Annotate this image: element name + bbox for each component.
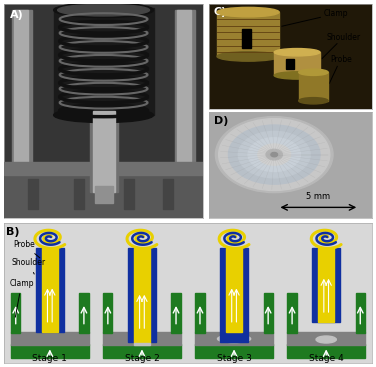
Bar	[226, 248, 242, 332]
Bar	[220, 248, 248, 342]
Bar	[28, 179, 38, 209]
Bar	[176, 10, 196, 171]
Ellipse shape	[217, 52, 279, 61]
Bar	[217, 12, 279, 57]
Ellipse shape	[54, 3, 153, 18]
Circle shape	[258, 144, 291, 165]
Circle shape	[219, 119, 330, 190]
Text: Probe: Probe	[329, 55, 352, 83]
Circle shape	[248, 138, 300, 171]
Text: Clamp: Clamp	[282, 9, 348, 26]
Bar	[4, 167, 203, 218]
Bar	[95, 186, 112, 203]
Bar	[54, 8, 153, 115]
Bar	[134, 248, 150, 343]
Bar	[241, 29, 251, 48]
Bar	[318, 248, 334, 322]
Text: C): C)	[214, 7, 227, 17]
Ellipse shape	[58, 4, 150, 16]
Bar	[89, 111, 118, 192]
Circle shape	[215, 117, 333, 193]
Bar	[274, 52, 320, 76]
Bar	[356, 293, 365, 333]
Text: Shoulder: Shoulder	[11, 258, 45, 274]
Text: Shoulder: Shoulder	[322, 33, 361, 59]
Bar	[288, 332, 365, 345]
Bar	[4, 162, 203, 175]
Bar	[92, 111, 115, 192]
Ellipse shape	[299, 69, 328, 76]
Bar	[134, 343, 150, 345]
Text: B): B)	[6, 227, 19, 237]
Bar	[312, 248, 340, 322]
Ellipse shape	[274, 48, 320, 56]
Ellipse shape	[54, 108, 153, 123]
Bar	[288, 293, 297, 333]
Bar	[103, 344, 180, 358]
Bar	[196, 344, 273, 358]
Bar	[288, 344, 365, 358]
Ellipse shape	[316, 336, 336, 343]
Bar	[164, 179, 173, 209]
Text: Clamp: Clamp	[9, 279, 34, 317]
Bar	[42, 248, 58, 332]
Bar	[264, 293, 273, 333]
Bar	[286, 59, 294, 69]
Bar	[12, 10, 32, 171]
Text: Stage 1: Stage 1	[32, 354, 67, 363]
Text: 5 mm: 5 mm	[306, 192, 331, 201]
Bar	[79, 293, 88, 333]
Ellipse shape	[217, 7, 279, 17]
Bar	[74, 179, 83, 209]
Bar	[124, 179, 133, 209]
Text: A): A)	[10, 10, 24, 20]
Text: Probe: Probe	[13, 240, 40, 258]
Bar	[196, 332, 273, 345]
Ellipse shape	[217, 335, 251, 343]
Text: Stage 3: Stage 3	[217, 354, 252, 363]
Circle shape	[271, 152, 277, 157]
Text: D): D)	[214, 116, 228, 126]
Bar	[177, 10, 191, 171]
Ellipse shape	[299, 98, 328, 104]
Text: Stage 4: Stage 4	[309, 354, 344, 363]
Ellipse shape	[274, 72, 320, 79]
Bar	[196, 293, 205, 333]
Circle shape	[238, 131, 310, 178]
Bar	[171, 293, 180, 333]
Bar	[36, 248, 64, 332]
Bar	[11, 332, 88, 345]
Bar	[11, 344, 88, 358]
Bar	[103, 293, 112, 333]
Bar	[14, 10, 28, 171]
Circle shape	[266, 149, 282, 160]
Text: Stage 2: Stage 2	[124, 354, 159, 363]
Bar	[128, 248, 156, 342]
Bar	[299, 72, 328, 101]
Circle shape	[229, 125, 320, 184]
Bar	[11, 293, 20, 333]
Bar	[103, 332, 180, 345]
